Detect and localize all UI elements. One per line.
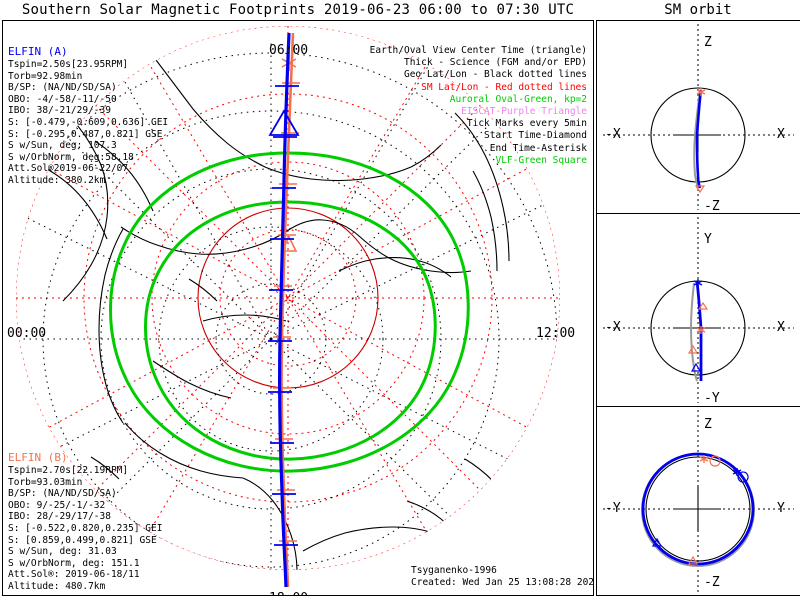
legend-item: SM Lat/Lon - Red dotted lines — [421, 81, 587, 93]
elfin-b-center-triangle — [280, 235, 298, 252]
elfin-a-footprint-track — [268, 32, 300, 588]
elfin-b-line: IBO: 28/-29/17/-38 — [8, 511, 111, 523]
svg-text:Z: Z — [704, 417, 712, 432]
svg-text:-Y: -Y — [605, 501, 621, 516]
svg-text:-Z: -Z — [704, 575, 720, 590]
elfin-b-line: S: [0.859,0.499,0.821] GSE — [8, 534, 157, 546]
svg-text:-X: -X — [605, 127, 621, 142]
auroral-oval-inner — [144, 200, 437, 461]
auroral-oval-outer — [109, 151, 470, 473]
legend-item: Auroral Oval-Green, kp=2 — [449, 93, 587, 105]
elfin-a-line: Att.Sol®2019-06-22/07 — [8, 163, 129, 175]
elfin-b-line: B/SP: (NA/ND/SD/SA) — [8, 488, 117, 500]
sm-orbit-title: SM orbit — [664, 2, 732, 18]
sm-orbit-panel-xz[interactable]: Z -X X -Z — [596, 20, 800, 213]
svg-text:-X: -X — [605, 320, 621, 335]
panel-divider — [597, 213, 800, 214]
sm-orbit-panel-xy[interactable]: Y -X X -Y — [596, 213, 800, 406]
mlt-label-18: 18:00 — [269, 591, 308, 595]
elfin-a-line: S: [-0.479,-0.609,0.636] GEI — [8, 116, 169, 128]
elfin-a-line: Altitude: 380.2km — [8, 174, 106, 186]
model-name: Tsyganenko-1996 — [411, 565, 497, 576]
elfin-b-tick-marks — [273, 82, 300, 542]
elfin-b-line: OBO: 9/-25/-1/-32 — [8, 499, 106, 511]
svg-text:Y: Y — [704, 232, 712, 247]
elfin-a-info-block: ELFIN (A) Tspin=2.50s[23.95RPM] Torb=92.… — [8, 45, 168, 187]
elfin-a-center-triangle — [268, 109, 300, 136]
legend-item: Thick - Science (FGM and/or EPD) — [403, 57, 587, 69]
elfin-b-line: S w/Sun, deg: 31.03 — [8, 546, 117, 558]
elfin-b-line: Att.Sol®: 2019-06-18/11 — [8, 569, 140, 581]
sm-xy-svg: Y -X X -Y — [603, 217, 794, 406]
elfin-b-line: Altitude: 480.7km — [8, 580, 106, 592]
legend-item: VLF-Green Square — [495, 154, 587, 166]
svg-text:-Y: -Y — [704, 391, 720, 406]
credits-block: Tsyganenko-1996 Created: Wed Jan 25 13:0… — [411, 565, 594, 589]
sm-xz-svg: Z -X X -Z — [603, 24, 794, 213]
elfin-a-tick-marks — [268, 85, 299, 546]
legend-item: Earth/Oval View Center Time (triangle) — [369, 45, 587, 56]
mlt-label-06: 06:00 — [269, 43, 309, 58]
elfin-a-label: ELFIN (A) — [8, 45, 68, 58]
panel-divider — [597, 20, 800, 21]
elfin-b-line: Torb=93.03min — [8, 476, 83, 488]
elfin-a-line: Tspin=2.50s[23.95RPM] — [8, 59, 129, 70]
panel-divider — [597, 406, 800, 407]
elfin-a-line: IBO: 38/-21/29/-39 — [8, 105, 111, 117]
created-timestamp: Created: Wed Jan 25 13:08:28 2023 — [411, 577, 594, 588]
elfin-a-line: S w/Sun, deg: 107.3 — [8, 140, 117, 152]
elfin-b-line: S: [-0.522,0.820,0.235] GEI — [8, 522, 163, 534]
elfin-a-line: OBO: -4/-58/-11/-50 — [8, 93, 117, 105]
svg-text:-Z: -Z — [704, 199, 720, 213]
polar-map-svg — [16, 26, 560, 588]
sm-orbit-panel-yz[interactable]: Z -Y Y -Z — [596, 406, 800, 596]
elfin-b-line: S w/OrbNorm, deg: 151.1 — [8, 557, 140, 569]
legend-item: End Time-Asterisk — [489, 142, 587, 154]
legend-item: Tick Marks every 5min — [466, 118, 587, 130]
svg-text:Y: Y — [777, 501, 785, 516]
legend-item: EISCAT-Purple Triangle — [461, 106, 587, 118]
elfin-a-line: S w/OrbNorm, deg:58.18 — [8, 151, 134, 163]
svg-text:X: X — [777, 320, 785, 335]
legend-item: Start Time-Diamond — [484, 130, 587, 142]
map-legend: Earth/Oval View Center Time (triangle) T… — [370, 45, 587, 167]
sm-yz-svg: Z -Y Y -Z — [603, 410, 794, 592]
legend-item: Geo Lat/Lon - Black dotted lines — [403, 69, 587, 81]
elfin-a-line: B/SP: (NA/ND/SD/SA) — [8, 82, 117, 94]
elfin-b-label: ELFIN (B) — [8, 451, 68, 464]
elfin-a-line: S: [-0.295,0.487,0.821] GSE — [8, 128, 163, 140]
elfin-a-line: Torb=92.98min — [8, 70, 83, 82]
page-title: Southern Solar Magnetic Footprints 2019-… — [21, 2, 575, 18]
auroral-oval-curves — [109, 151, 470, 473]
mlt-label-12: 12:00 — [536, 326, 576, 341]
polar-map-panel[interactable]: ELFIN (A) Tspin=2.50s[23.95RPM] Torb=92.… — [2, 20, 594, 596]
elfin-b-line: Tspin=2.70s[22.19RPM] — [8, 465, 129, 476]
svg-text:X: X — [777, 127, 785, 142]
elfin-b-info-block: ELFIN (B) Tspin=2.70s[22.19RPM] Torb=93.… — [8, 451, 162, 593]
mlt-label-00: 00:00 — [7, 326, 47, 341]
svg-text:Z: Z — [704, 35, 712, 50]
